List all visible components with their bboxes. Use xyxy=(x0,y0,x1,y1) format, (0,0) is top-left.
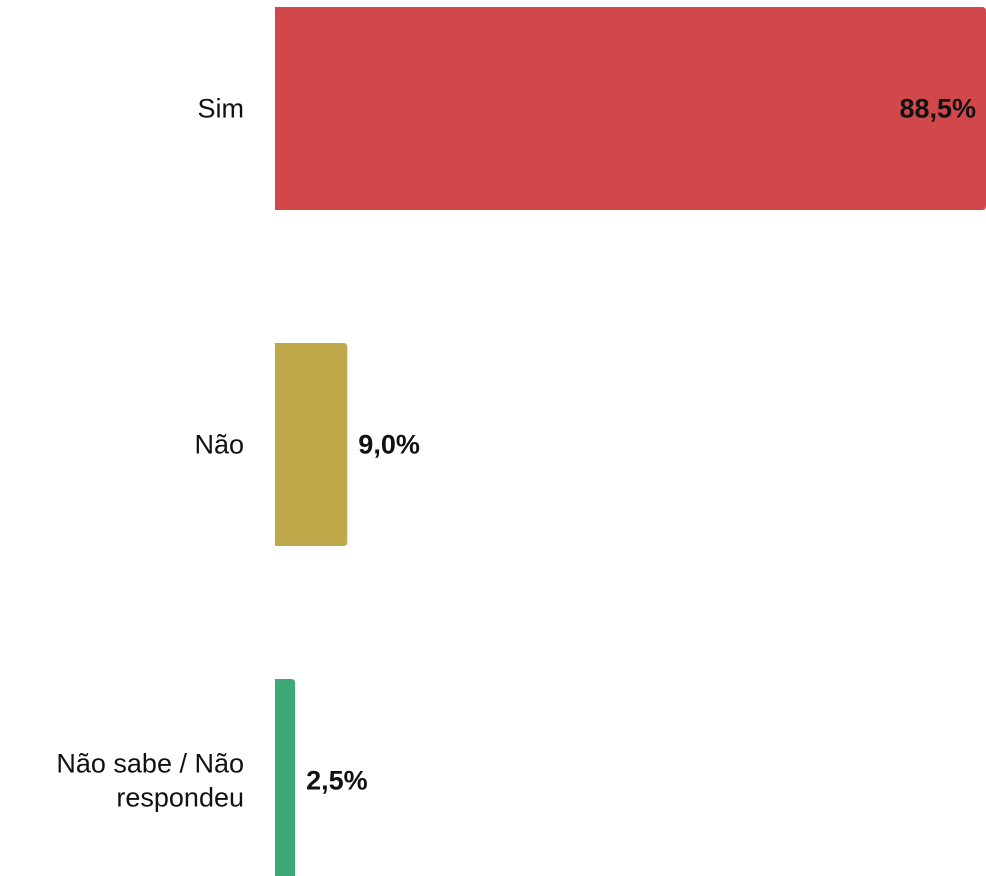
bars-layer xyxy=(275,7,986,876)
bar-sim xyxy=(275,7,986,210)
bar-nao xyxy=(275,343,348,546)
value-label-nao: 9,0% xyxy=(358,430,420,460)
category-label-nao: Não xyxy=(194,430,244,460)
category-label-nao-sabe-nao-respondeu: Não sabe / Não respondeu xyxy=(56,749,244,813)
value-label-nao-sabe-nao-respondeu: 2,5% xyxy=(306,766,368,796)
labels-layer: Sim 88,5% Não 9,0% Não sabe / Não respondeu 2,… xyxy=(56,94,976,813)
bar-nao-sabe-nao-respondeu xyxy=(275,679,296,876)
value-label-sim: 88,5% xyxy=(899,94,976,124)
category-label-sim: Sim xyxy=(198,94,245,124)
